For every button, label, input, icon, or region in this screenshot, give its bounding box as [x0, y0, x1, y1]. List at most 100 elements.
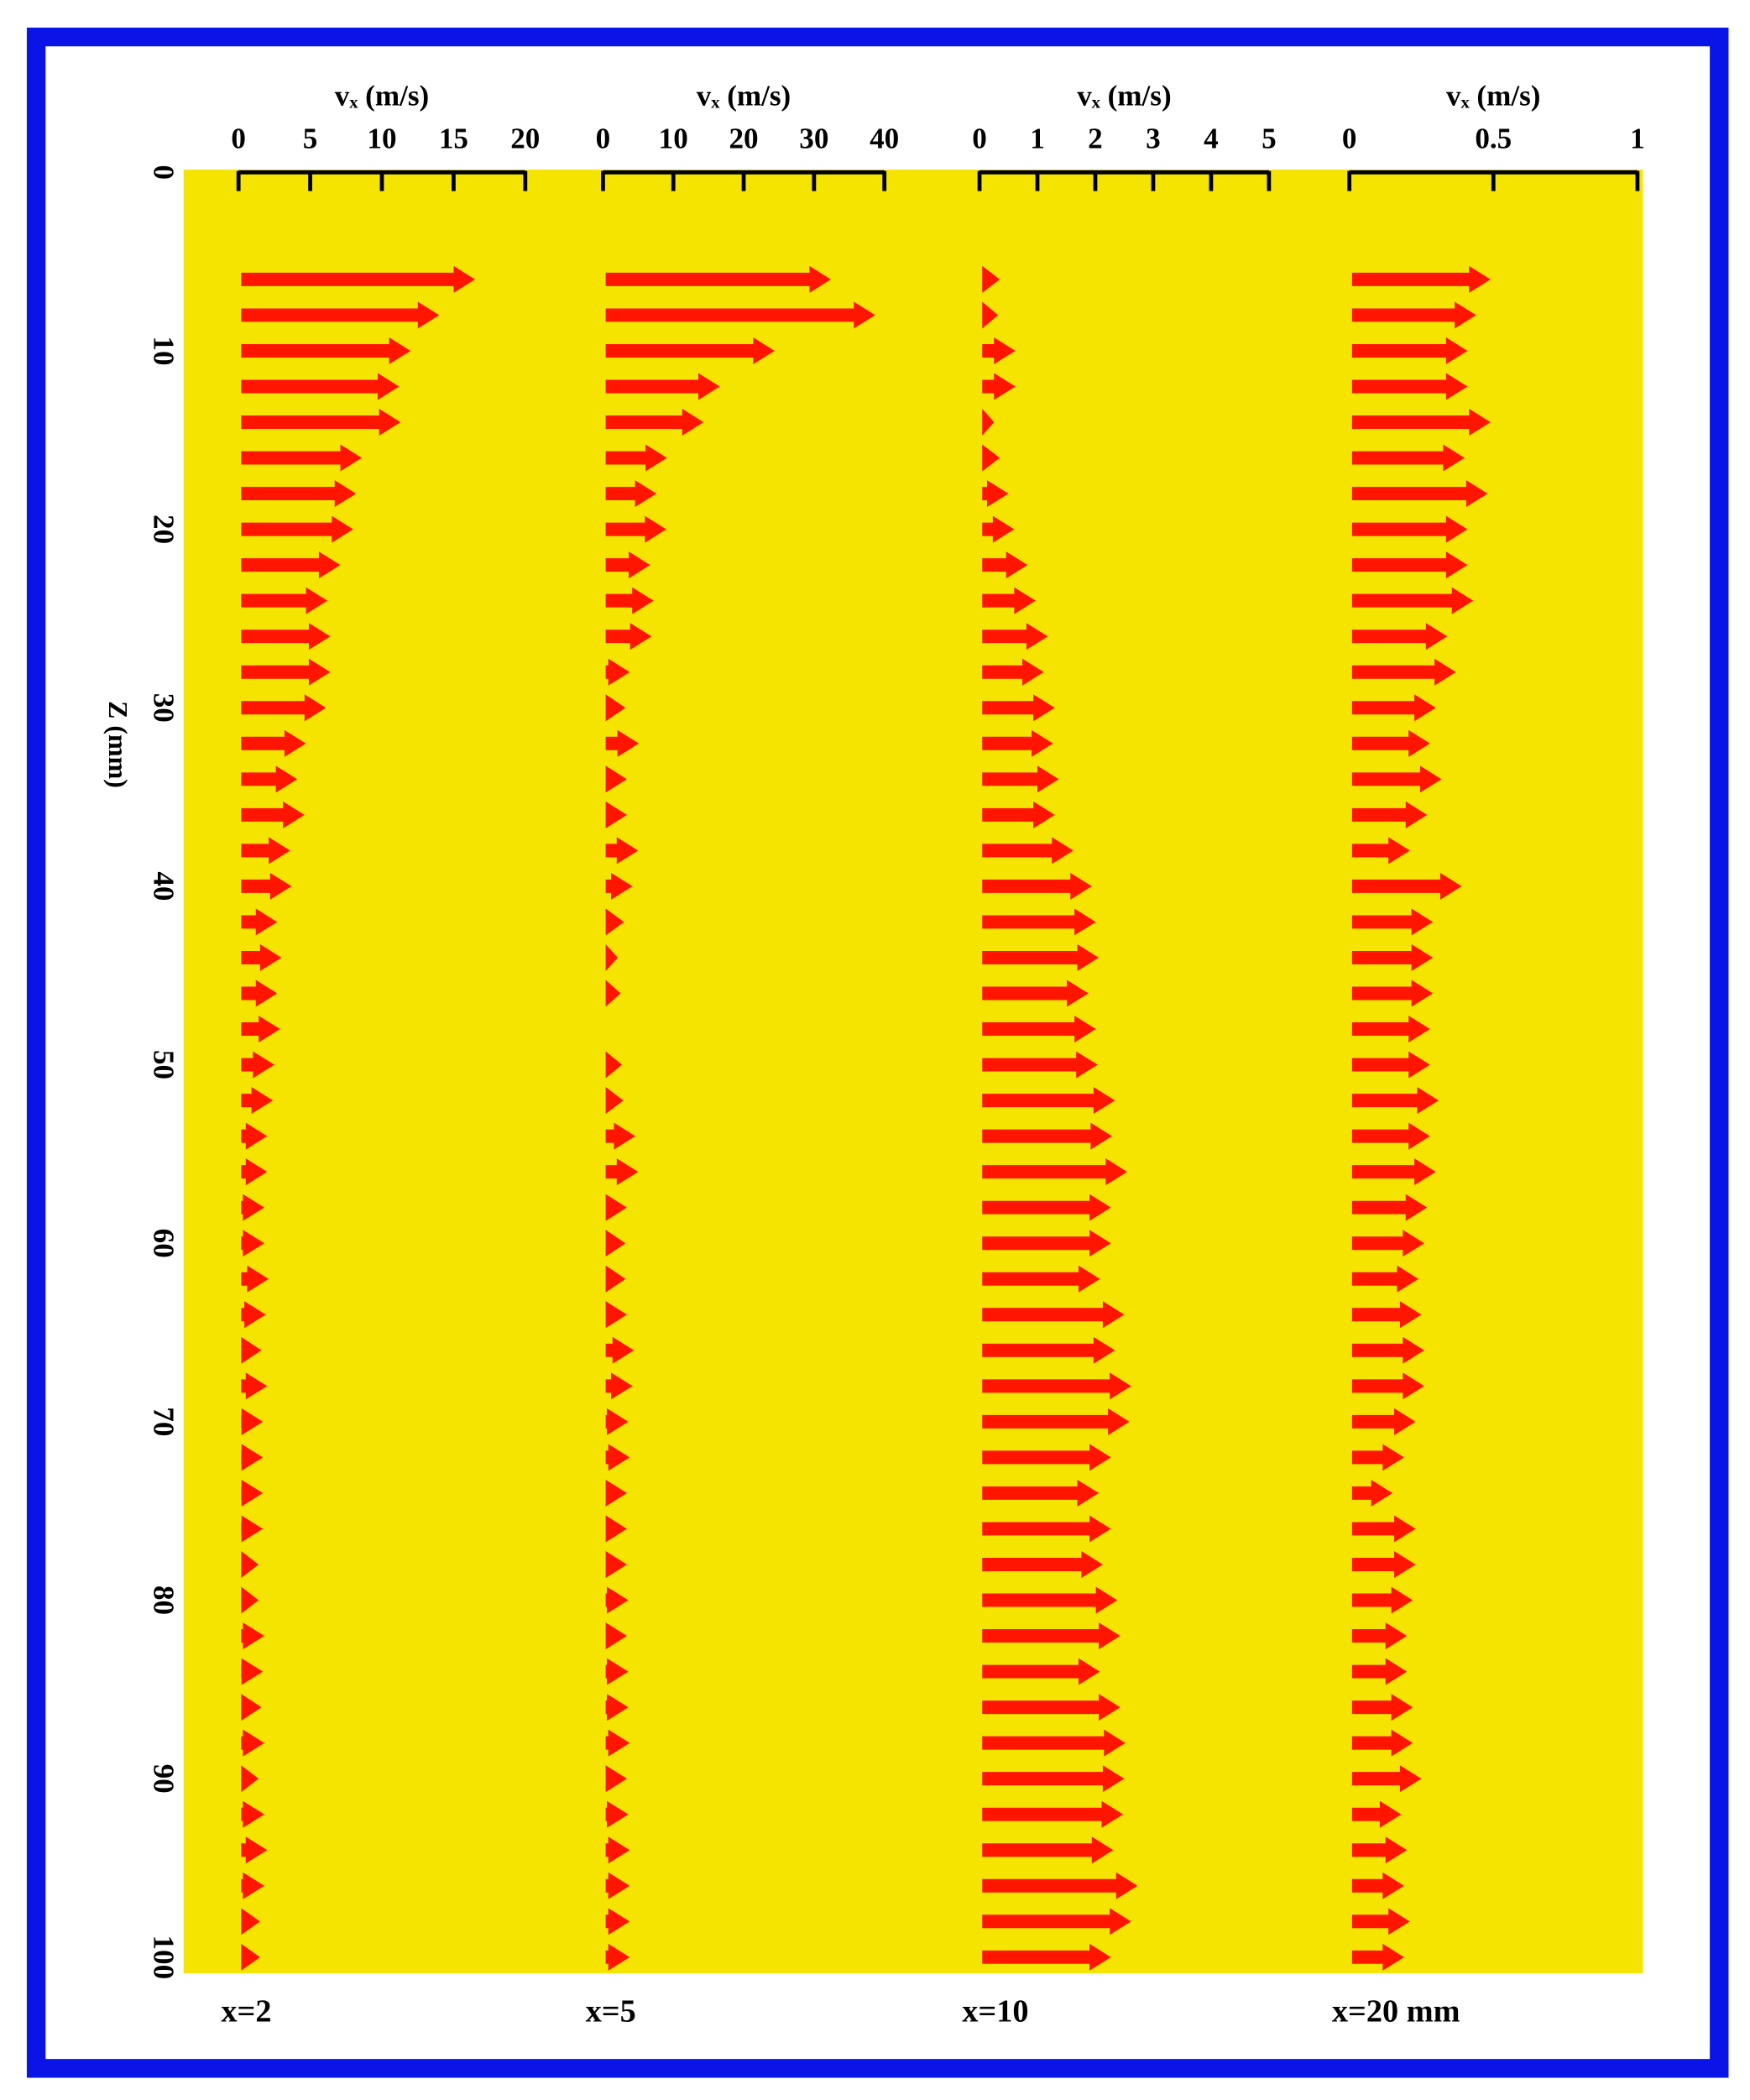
arrow	[1351, 1122, 1430, 1150]
arrow	[982, 979, 1089, 1007]
arrow	[1351, 765, 1442, 793]
arrow	[241, 373, 400, 400]
arrow	[605, 1658, 629, 1685]
arrow	[241, 1051, 274, 1079]
arrow	[1351, 1479, 1393, 1507]
arrow	[605, 480, 657, 508]
arrow	[982, 1908, 1131, 1935]
arrow	[982, 301, 999, 329]
arrow	[241, 265, 476, 293]
arrow	[241, 1122, 268, 1150]
arrow	[982, 837, 1074, 865]
arrow	[982, 337, 1016, 364]
arrow	[241, 1729, 264, 1757]
arrow	[605, 1622, 627, 1650]
y-tick-label: 40	[148, 871, 180, 901]
arrow	[982, 1016, 1096, 1042]
arrow	[605, 1051, 623, 1079]
arrow	[982, 944, 1100, 971]
arrow	[605, 1372, 633, 1400]
y-tick-label: 30	[148, 693, 180, 723]
arrow	[241, 1479, 264, 1507]
arrow	[605, 1194, 627, 1221]
arrow	[1351, 1372, 1424, 1400]
arrow	[1351, 1551, 1416, 1578]
arrow	[1351, 1800, 1402, 1828]
arrow	[982, 801, 1055, 828]
x-tick-label: 1	[1030, 123, 1045, 155]
arrow	[241, 837, 290, 865]
arrow	[982, 1694, 1121, 1721]
arrow	[982, 729, 1053, 757]
arrow	[1351, 944, 1434, 971]
arrow	[982, 1551, 1103, 1578]
arrow	[241, 1551, 259, 1578]
arrow	[605, 1836, 630, 1864]
arrow	[605, 301, 875, 329]
arrow	[982, 480, 1009, 508]
arrow	[982, 1515, 1111, 1543]
arrow	[1351, 1194, 1428, 1221]
arrow	[1351, 265, 1491, 293]
x-tick-label: 5	[303, 123, 318, 155]
arrow	[1351, 1622, 1408, 1650]
x-axis-label: vₓ (m/s)	[1446, 79, 1540, 112]
arrow	[241, 1372, 268, 1400]
arrow	[241, 872, 292, 900]
y-tick-label: 100	[148, 1935, 180, 1979]
arrow	[1351, 1051, 1430, 1079]
x-tick-label: 0	[231, 123, 246, 155]
arrow	[241, 979, 278, 1007]
x-tick-label: 0	[1342, 123, 1357, 155]
arrow	[241, 409, 401, 436]
arrow	[241, 1622, 264, 1650]
x-tick-label: 20	[729, 123, 758, 155]
x-tick-label: 30	[799, 123, 828, 155]
arrow	[605, 1729, 630, 1757]
plot-area	[183, 170, 1643, 1973]
arrow	[1351, 301, 1476, 329]
arrow	[605, 1551, 627, 1578]
arrow	[982, 1658, 1100, 1685]
arrow	[1351, 729, 1430, 757]
x-axis-label: vₓ (m/s)	[697, 79, 791, 112]
arrow	[241, 1515, 264, 1543]
arrow	[982, 373, 1016, 400]
arrow	[241, 301, 440, 329]
arrow	[982, 1336, 1115, 1364]
x-tick-label: 15	[439, 123, 468, 155]
arrow	[605, 1943, 630, 1971]
arrow	[605, 373, 720, 400]
arrow	[241, 1016, 280, 1042]
x-tick-label: 1	[1630, 123, 1645, 155]
arrow	[241, 1765, 259, 1793]
x-tick-label: 40	[870, 123, 899, 155]
y-tick-label: 70	[148, 1407, 180, 1436]
arrow	[1351, 1586, 1413, 1614]
arrow	[1351, 1301, 1422, 1329]
arrow	[241, 1872, 264, 1899]
arrow	[1351, 1729, 1413, 1757]
arrow	[1351, 1908, 1410, 1935]
arrow	[605, 515, 666, 543]
arrow	[605, 729, 640, 757]
arrow	[241, 1586, 259, 1614]
x-axis-label: vₓ (m/s)	[335, 79, 429, 112]
arrow	[1351, 1016, 1430, 1042]
arrow	[1351, 1336, 1424, 1364]
x-tick-label: 10	[659, 123, 688, 155]
arrow	[241, 480, 357, 508]
arrow	[1351, 409, 1491, 436]
arrow	[605, 944, 619, 971]
arrow	[1351, 1230, 1424, 1257]
arrow	[982, 1122, 1112, 1150]
arrow	[982, 444, 1000, 472]
arrow	[605, 444, 667, 472]
arrow	[241, 1694, 262, 1721]
arrow	[605, 1336, 635, 1364]
arrow	[241, 1444, 264, 1471]
arrow	[241, 765, 298, 793]
x-axis-label: vₓ (m/s)	[1077, 79, 1171, 112]
y-axis-label: Z (mm)	[103, 701, 133, 788]
